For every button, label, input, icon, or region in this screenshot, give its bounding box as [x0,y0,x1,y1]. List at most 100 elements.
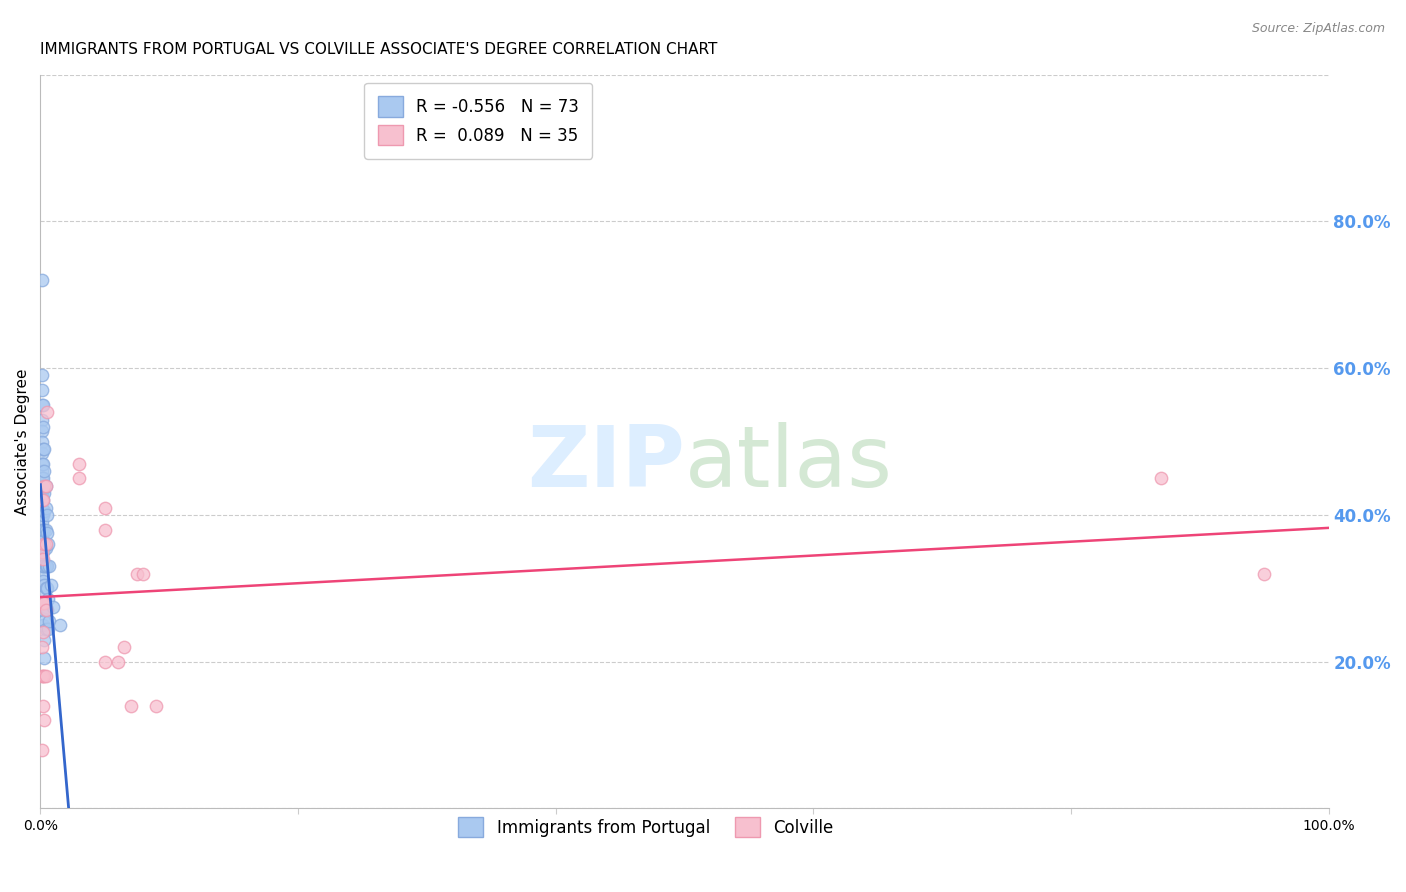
Point [31,559,53,574]
Point [32,559,55,574]
Point [31,544,53,558]
Point [35,508,58,522]
Point [31,424,53,438]
Point [35,559,58,574]
Point [37,622,59,636]
Text: ZIP: ZIP [527,422,685,505]
Point [32,457,55,471]
Point [31,368,53,383]
Point [32,632,55,647]
Point [35,405,58,419]
Text: atlas: atlas [685,422,893,505]
Point [32,596,55,610]
Point [32,504,55,518]
Point [31,537,53,551]
Text: Source: ZipAtlas.com: Source: ZipAtlas.com [1251,22,1385,36]
Point [31,669,53,683]
Point [32,442,55,456]
Point [34,582,56,596]
Point [31,273,53,287]
Point [34,523,56,537]
Point [48,618,70,632]
Point [32,625,55,640]
Point [31,398,53,412]
Point [38,559,60,574]
Point [132,566,155,581]
Point [31,523,53,537]
Point [31,471,53,485]
Point [1253,566,1275,581]
Point [34,478,56,492]
Point [32,398,55,412]
Point [37,537,59,551]
Point [31,493,53,508]
Point [32,574,55,588]
Point [32,482,55,496]
Point [34,537,56,551]
Point [32,420,55,434]
Point [94,523,117,537]
Point [32,493,55,508]
Point [32,544,55,558]
Point [32,669,55,683]
Point [39,577,62,591]
Point [32,596,55,610]
Point [32,523,55,537]
Point [145,698,167,713]
Point [34,603,56,617]
Point [34,599,56,614]
Point [31,552,53,566]
Point [32,651,55,665]
Point [31,596,53,610]
Point [112,640,135,654]
Point [1150,471,1173,485]
Point [32,559,55,574]
Point [32,541,55,555]
Point [32,603,55,617]
Point [31,508,53,522]
Point [32,442,55,456]
Point [34,622,56,636]
Point [31,493,53,508]
Point [32,523,55,537]
Text: IMMIGRANTS FROM PORTUGAL VS COLVILLE ASSOCIATE'S DEGREE CORRELATION CHART: IMMIGRANTS FROM PORTUGAL VS COLVILLE ASS… [41,42,718,57]
Point [32,596,55,610]
Point [35,526,58,541]
Point [34,478,56,492]
Point [34,559,56,574]
Point [32,478,55,492]
Point [37,592,59,607]
Point [32,589,55,603]
Point [34,669,56,683]
Point [31,515,53,529]
Point [31,445,53,459]
Point [31,412,53,426]
Point [32,669,55,683]
Point [34,541,56,555]
Point [31,434,53,449]
Point [31,500,53,515]
Point [67,471,90,485]
Point [32,618,55,632]
Point [38,615,60,629]
Point [32,698,55,713]
Point [32,714,55,728]
Point [32,486,55,500]
Point [31,383,53,397]
Point [94,655,117,669]
Point [31,743,53,757]
Point [32,577,55,591]
Point [32,552,55,566]
Point [67,457,90,471]
Point [94,500,117,515]
Point [31,486,53,500]
Point [125,566,148,581]
Legend: Immigrants from Portugal, Colville: Immigrants from Portugal, Colville [451,811,839,844]
Point [32,508,55,522]
Point [31,640,53,654]
Point [35,582,58,596]
Point [31,566,53,581]
Point [31,457,53,471]
Point [31,544,53,558]
Point [32,615,55,629]
